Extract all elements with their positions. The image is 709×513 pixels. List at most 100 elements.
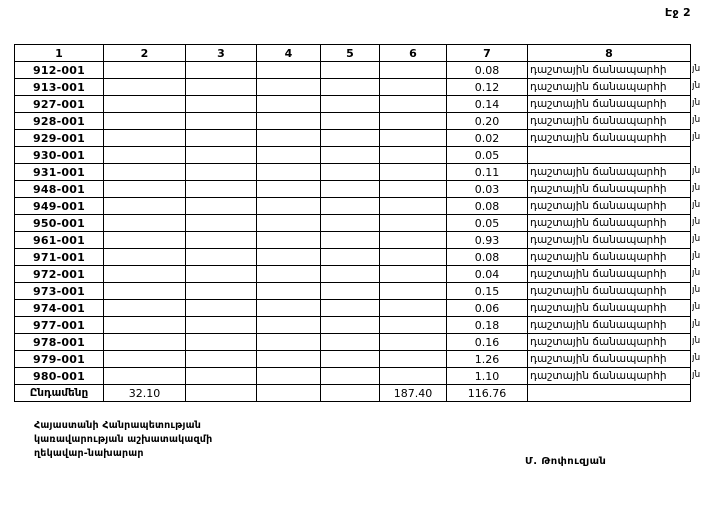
cell-col-5 [320, 384, 380, 402]
cell-col-1: Ընդամենը [14, 384, 104, 402]
cell-col-3 [185, 316, 257, 334]
table-body: 912-001 0.08 դաշտային ճանապարհի 913-001 0.12… [14, 61, 691, 402]
cell-col-5 [320, 282, 380, 300]
cell-col-8: դաշտային ճանապարհի [527, 333, 691, 351]
cell-col-3 [185, 197, 257, 215]
cell-col-4 [256, 180, 321, 198]
margin-glyph: յն [692, 183, 701, 193]
margin-glyph: յն [692, 319, 701, 329]
cell-col-8: դաշտային ճանապարհի [527, 61, 691, 79]
margin-glyph: յն [692, 132, 701, 142]
margin-glyph: յն [692, 217, 701, 227]
cell-col-1: 979-001 [14, 350, 104, 368]
cell-col-6 [379, 231, 447, 249]
table-row: 928-001 0.20 դաշտային ճանապարհի [14, 112, 691, 130]
cell-col-3 [185, 248, 257, 266]
column-header-8: 8 [527, 44, 691, 62]
cell-col-5 [320, 299, 380, 317]
cell-col-1: 949-001 [14, 197, 104, 215]
cell-col-2 [103, 112, 186, 130]
cell-col-1: 977-001 [14, 316, 104, 334]
cell-col-7: 0.16 [446, 333, 528, 351]
margin-glyph: յն [692, 353, 701, 363]
cell-col-2 [103, 350, 186, 368]
cell-col-6 [379, 146, 447, 164]
cell-col-8: դաշտային ճանապարհի [527, 112, 691, 130]
cell-col-8: դաշտային ճանապարհի [527, 299, 691, 317]
cell-col-6 [379, 316, 447, 334]
table-row: 973-001 0.15 դաշտային ճանապարհի [14, 282, 691, 300]
cell-col-3 [185, 265, 257, 283]
column-header-6: 6 [379, 44, 447, 62]
cell-col-6 [379, 248, 447, 266]
cell-col-3 [185, 214, 257, 232]
table-row: 948-001 0.03 դաշտային ճանապարհի [14, 180, 691, 198]
cell-col-8: դաշտային ճանապարհի [527, 316, 691, 334]
margin-glyph: յն [692, 336, 701, 346]
margin-glyph: յն [692, 81, 701, 91]
cell-col-2 [103, 95, 186, 113]
cell-col-5 [320, 214, 380, 232]
table-row: 971-001 0.08 դաշտային ճանապարհի [14, 248, 691, 266]
cell-col-4 [256, 282, 321, 300]
cell-col-2 [103, 265, 186, 283]
margin-glyph: յն [692, 98, 701, 108]
data-table-container: 1 2 3 4 5 6 7 8 912-001 0.08 դաշտային ճանա… [14, 44, 691, 402]
margin-glyph: յն [692, 166, 701, 176]
cell-col-1: 928-001 [14, 112, 104, 130]
table-row: 913-001 0.12 դաշտային ճանապարհի [14, 78, 691, 96]
table-row: 980-001 1.10 դաշտային ճանապարհի [14, 367, 691, 385]
cell-col-2 [103, 299, 186, 317]
cell-col-4 [256, 95, 321, 113]
cell-col-6 [379, 350, 447, 368]
cell-col-7: 0.15 [446, 282, 528, 300]
cell-col-6 [379, 265, 447, 283]
cell-col-2 [103, 333, 186, 351]
cell-col-2 [103, 129, 186, 147]
cell-col-8 [527, 384, 691, 402]
cell-col-3 [185, 61, 257, 79]
cell-col-8: դաշտային ճանապարհի [527, 214, 691, 232]
cell-col-4 [256, 129, 321, 147]
cell-col-3 [185, 299, 257, 317]
cell-col-1: 912-001 [14, 61, 104, 79]
cell-col-1: 950-001 [14, 214, 104, 232]
table-header: 1 2 3 4 5 6 7 8 [14, 44, 691, 62]
cell-col-5 [320, 129, 380, 147]
cell-col-7: 0.08 [446, 61, 528, 79]
cell-col-3 [185, 146, 257, 164]
cell-col-8: դաշտային ճանապարհի [527, 163, 691, 181]
table-row: 912-001 0.08 դաշտային ճանապարհի [14, 61, 691, 79]
signatory-name: Մ. Թոփուզյան [525, 456, 607, 467]
cell-col-1: 974-001 [14, 299, 104, 317]
cell-col-5 [320, 350, 380, 368]
cell-col-7: 0.04 [446, 265, 528, 283]
margin-glyph: յն [692, 234, 701, 244]
cell-col-7: 0.14 [446, 95, 528, 113]
signatory-title-line-1: Հայաստանի Հանրապետության [34, 420, 202, 431]
cell-col-7: 0.06 [446, 299, 528, 317]
margin-glyph: յն [692, 200, 701, 210]
cell-col-8: դաշտային ճանապարհի [527, 197, 691, 215]
table-row: 931-001 0.11 դաշտային ճանապարհի [14, 163, 691, 181]
table-row: 977-001 0.18 դաշտային ճանապարհի [14, 316, 691, 334]
cell-col-2 [103, 163, 186, 181]
cell-col-4 [256, 299, 321, 317]
cell-col-7: 1.26 [446, 350, 528, 368]
margin-glyph-spacer: . [692, 44, 709, 61]
cell-col-5 [320, 146, 380, 164]
cell-col-8 [527, 146, 691, 164]
margin-glyph: յն [692, 251, 701, 261]
right-margin-glyph-column: . յն յն յն յն յն յն յն յն յն յն յն յն յն յն յն յն յն յն [692, 44, 709, 401]
cell-col-3 [185, 384, 257, 402]
table-header-row: 1 2 3 4 5 6 7 8 [14, 44, 691, 62]
cell-col-2 [103, 367, 186, 385]
cell-col-7: 0.03 [446, 180, 528, 198]
cell-col-7: 0.02 [446, 129, 528, 147]
cell-col-6 [379, 78, 447, 96]
table-total-row: Ընդամենը 32.10 187.40 116.76 [14, 384, 691, 402]
cell-col-8: դաշտային ճանապարհի [527, 248, 691, 266]
cell-col-2 [103, 78, 186, 96]
column-header-2: 2 [103, 44, 186, 62]
cell-col-6 [379, 333, 447, 351]
